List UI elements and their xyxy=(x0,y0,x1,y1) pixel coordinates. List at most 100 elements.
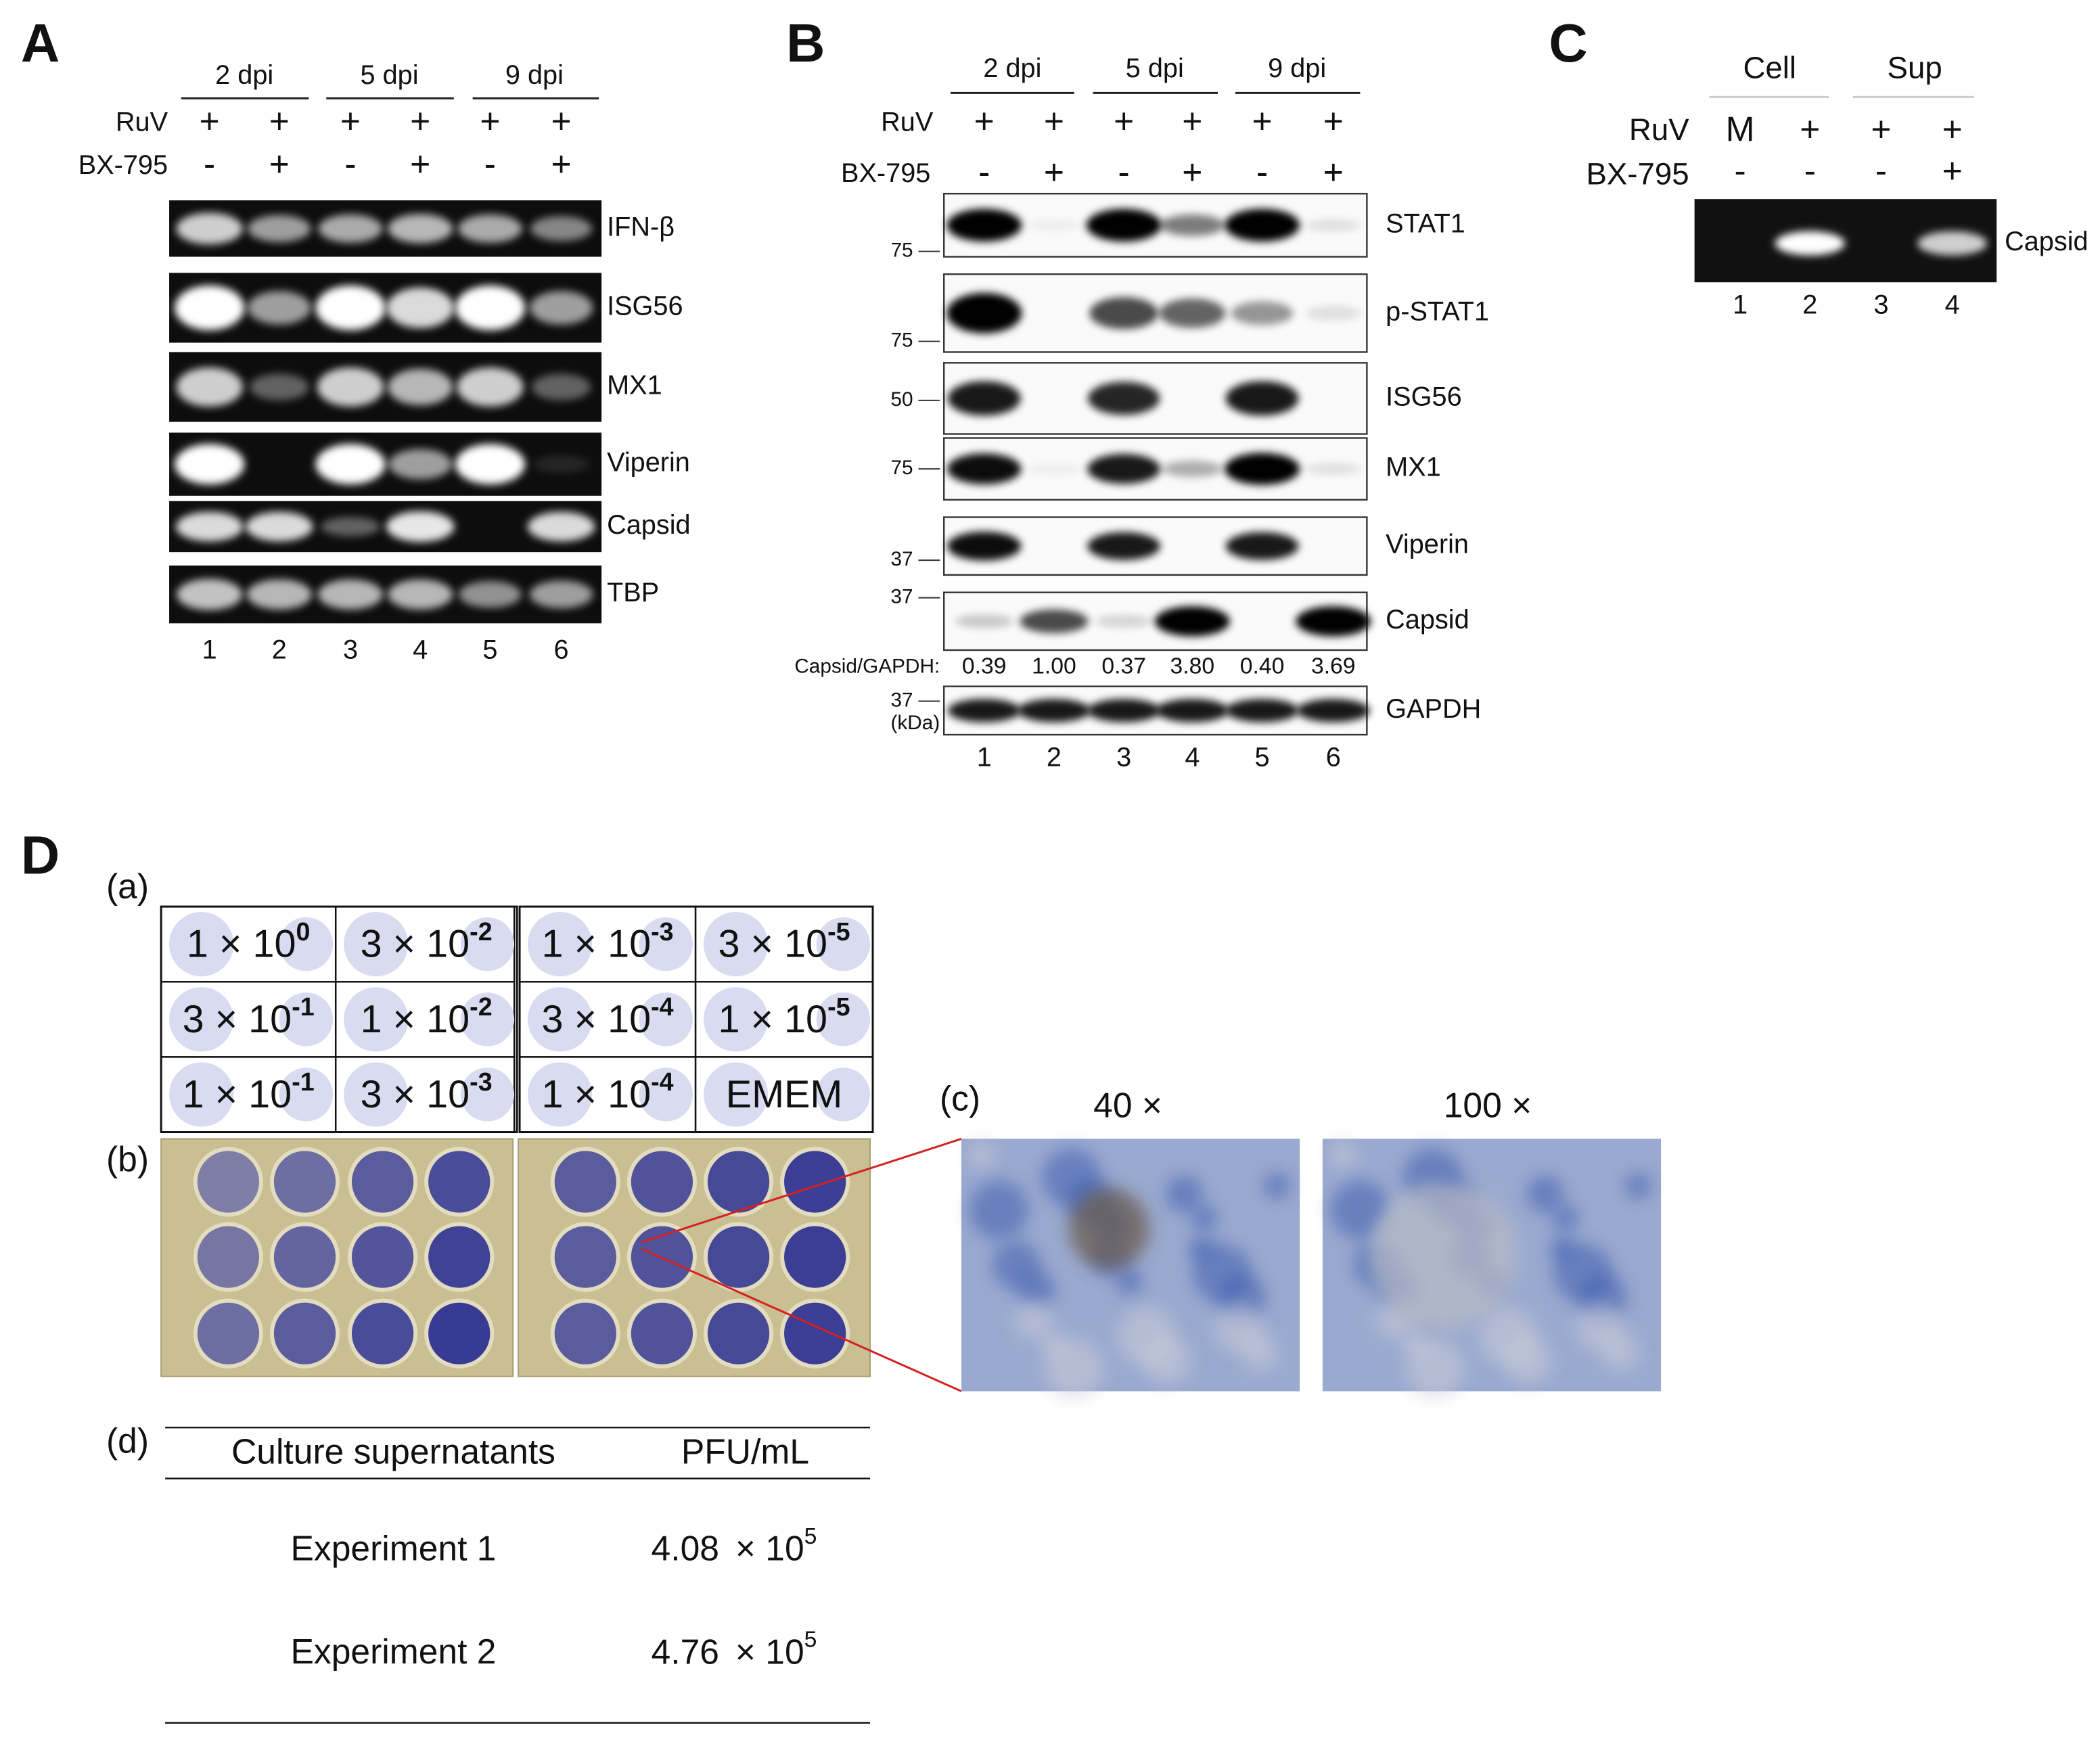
timepoint: 2 dpi xyxy=(215,60,273,90)
cell-cluster xyxy=(1549,1235,1576,1263)
cell-cluster xyxy=(1188,1235,1216,1263)
well xyxy=(707,1151,770,1213)
blot-band xyxy=(1086,208,1162,242)
ratio: 0.37 xyxy=(1101,653,1146,679)
blot-band xyxy=(946,208,1022,242)
well xyxy=(784,1226,846,1288)
blot-band xyxy=(1017,699,1091,722)
blot-band xyxy=(1087,699,1161,722)
ruv-sign: + xyxy=(1323,101,1344,141)
gel-band xyxy=(457,214,522,243)
gel-band xyxy=(388,449,453,480)
cell-cluster xyxy=(1552,1204,1579,1232)
well-shade xyxy=(639,992,693,1047)
sub-label: (c) xyxy=(940,1079,980,1118)
blot-band xyxy=(955,614,1013,628)
ruv-sign: + xyxy=(1182,101,1202,141)
table-cell: Experiment 2 xyxy=(291,1632,497,1671)
gel-band xyxy=(176,212,243,245)
table-header: PFU/mL xyxy=(681,1431,809,1471)
gel-band xyxy=(176,578,243,610)
blot-band xyxy=(1020,609,1089,633)
blot-band xyxy=(1087,532,1161,560)
magnification: 100 × xyxy=(1444,1085,1532,1124)
dilution-base: 1 × 10 xyxy=(361,998,470,1041)
bx-sign: + xyxy=(1182,152,1202,191)
dilution-exp: -3 xyxy=(470,1067,493,1096)
blot-band xyxy=(1154,606,1230,637)
well xyxy=(554,1302,616,1364)
gel-band xyxy=(531,373,591,400)
blot-band xyxy=(1225,453,1300,485)
marker-label: 75 xyxy=(890,329,913,351)
gel-band xyxy=(315,285,386,330)
lane-number: 6 xyxy=(554,635,569,665)
panel-label: B xyxy=(786,13,825,73)
blot-band xyxy=(1231,301,1294,325)
sub-label: (b) xyxy=(106,1139,149,1178)
gel-band xyxy=(386,288,455,328)
lane-number: 1 xyxy=(977,742,992,772)
well-shade xyxy=(816,1067,871,1122)
cell-cluster xyxy=(1624,1172,1652,1199)
well xyxy=(631,1151,693,1213)
ruv-sign: + xyxy=(974,101,995,141)
band-label: Capsid xyxy=(2005,227,2088,256)
dilution: 3 × 10-1 xyxy=(183,992,315,1041)
gel-band xyxy=(245,511,313,542)
gel-band xyxy=(529,580,593,609)
gel-band xyxy=(318,214,383,243)
gene-label: MX1 xyxy=(607,371,662,400)
lane-number: 3 xyxy=(1116,742,1131,772)
ratio: 0.40 xyxy=(1240,653,1285,679)
well-shade xyxy=(344,987,409,1052)
gel-band xyxy=(175,444,245,485)
plaque xyxy=(1369,1181,1517,1330)
well xyxy=(428,1226,490,1288)
ruv-sign: + xyxy=(1871,110,1891,149)
gene-label: ISG56 xyxy=(607,291,683,321)
timepoint: 9 dpi xyxy=(1268,53,1326,83)
ratio-label: Capsid/GAPDH: xyxy=(794,656,940,678)
bx-sign: - xyxy=(1256,152,1268,191)
well xyxy=(351,1302,414,1364)
well-shade xyxy=(639,1067,693,1122)
blot-band xyxy=(1225,699,1299,722)
marker-label: 37 xyxy=(890,586,913,608)
row-label: BX-795 xyxy=(78,150,168,180)
well xyxy=(351,1226,414,1288)
ratio: 0.39 xyxy=(962,653,1007,679)
blot-band xyxy=(1095,615,1153,628)
blot-band xyxy=(1305,305,1362,321)
table-header: Culture supernatants xyxy=(231,1431,555,1471)
gel-band xyxy=(455,285,525,330)
cell-cluster xyxy=(1042,1148,1101,1208)
cell-cluster xyxy=(1526,1175,1565,1213)
well xyxy=(707,1226,770,1288)
plaque xyxy=(1068,1188,1149,1269)
value-times: × 10 xyxy=(735,1528,804,1567)
well xyxy=(784,1151,846,1213)
dilution-base: 3 × 10 xyxy=(361,923,470,966)
dilution-exp: -5 xyxy=(827,917,850,946)
bx-sign: - xyxy=(204,144,215,183)
dilution-exp: -4 xyxy=(651,1067,674,1096)
value: 4.08 xyxy=(652,1528,719,1567)
gel-band xyxy=(247,291,311,325)
bx-sign: - xyxy=(344,144,356,183)
gel-band xyxy=(247,214,311,242)
blot-band xyxy=(1162,460,1223,478)
cell-cluster xyxy=(1576,1304,1625,1353)
well-shade xyxy=(169,1062,234,1127)
magnification: 40 × xyxy=(1093,1085,1162,1124)
gel-band xyxy=(388,579,453,610)
protein-label: GAPDH xyxy=(1386,694,1481,724)
lane-number: 5 xyxy=(1255,742,1270,772)
cell-cluster xyxy=(1041,1331,1068,1358)
lane-number: 1 xyxy=(202,635,217,665)
group-label: Sup xyxy=(1888,51,1942,85)
blot-band xyxy=(1225,208,1300,242)
ruv-sign: + xyxy=(551,101,572,141)
ruv-sign: + xyxy=(1114,101,1134,141)
gel-band xyxy=(1917,231,1988,256)
